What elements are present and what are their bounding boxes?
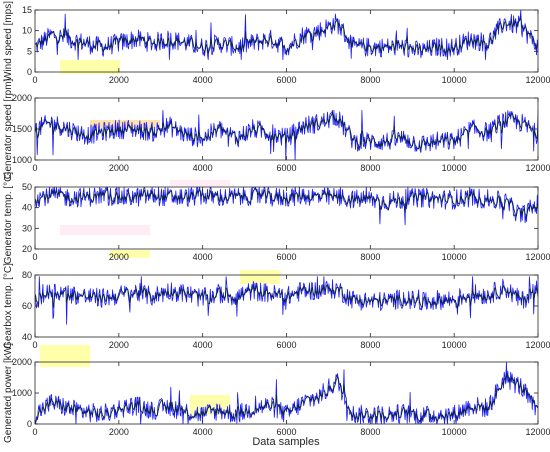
y-tick-label: 40 — [22, 203, 32, 213]
highlight-1 — [40, 345, 90, 367]
series-smoothed-panel-1 — [35, 15, 538, 55]
x-tick-label: 8000 — [360, 427, 380, 437]
x-tick-label: 10000 — [442, 427, 467, 437]
x-tick-label: 0 — [32, 427, 37, 437]
highlight-6 — [110, 250, 150, 258]
y-tick-label: 15 — [22, 5, 32, 15]
x-tick-label: 6000 — [276, 163, 296, 173]
y-tick-label: 30 — [22, 223, 32, 233]
x-tick-label: 12000 — [525, 163, 550, 173]
y-tick-label: 1000 — [12, 388, 32, 398]
y-axis-label-panel-4: Gearbox temp. [°C] — [3, 263, 14, 349]
plot-frame-panel-4 — [34, 274, 539, 338]
highlight-5 — [60, 225, 150, 235]
y-tick-label: 20 — [22, 244, 32, 254]
series-smoothed-panel-2 — [35, 112, 538, 150]
x-tick-label: 0 — [32, 163, 37, 173]
y-axis-label-panel-5: Generated power [kW] — [3, 343, 14, 443]
x-tick-label: 4000 — [193, 75, 213, 85]
x-tick-label: 0 — [32, 340, 37, 350]
x-tick-label: 4000 — [193, 252, 213, 262]
x-tick-label: 6000 — [276, 427, 296, 437]
series-measured-panel-3 — [35, 187, 538, 226]
x-tick-label: 6000 — [276, 340, 296, 350]
x-tick-label: 4000 — [193, 163, 213, 173]
y-tick-label: 0 — [27, 419, 32, 429]
x-tick-label: 12000 — [525, 252, 550, 262]
x-axis-label: Data samples — [252, 436, 320, 448]
y-tick-label: 2000 — [12, 93, 32, 103]
x-tick-label: 2000 — [109, 75, 129, 85]
x-tick-label: 12000 — [525, 75, 550, 85]
x-tick-label: 12000 — [525, 340, 550, 350]
y-tick-label: 60 — [22, 301, 32, 311]
y-tick-label: 0 — [27, 67, 32, 77]
x-tick-label: 2000 — [109, 340, 129, 350]
x-tick-label: 4000 — [193, 427, 213, 437]
y-tick-label: 5 — [27, 46, 32, 56]
x-tick-label: 6000 — [276, 252, 296, 262]
y-axis-label-panel-3: Generator temp. [°C] — [3, 172, 14, 265]
y-tick-label: 40 — [22, 332, 32, 342]
x-tick-label: 8000 — [360, 252, 380, 262]
highlight-0 — [60, 60, 120, 74]
highlight-4 — [240, 270, 280, 284]
y-tick-label: 2000 — [12, 357, 32, 367]
y-axis-label-panel-2: Generator speed [rpm] — [3, 78, 14, 179]
series-smoothed-panel-5 — [35, 372, 538, 423]
y-tick-label: 50 — [22, 182, 32, 192]
x-tick-label: 0 — [32, 75, 37, 85]
x-tick-label: 10000 — [442, 340, 467, 350]
highlight-7 — [170, 180, 230, 186]
x-tick-label: 6000 — [276, 75, 296, 85]
y-tick-label: 80 — [22, 270, 32, 280]
series-measured-panel-2 — [35, 110, 538, 160]
y-axis-label-panel-1: Wind speed [mps] — [3, 1, 14, 81]
series-smoothed-panel-4 — [35, 284, 538, 309]
x-tick-label: 2000 — [109, 427, 129, 437]
x-tick-label: 8000 — [360, 163, 380, 173]
x-tick-label: 10000 — [442, 75, 467, 85]
plot-frame-panel-2 — [34, 97, 539, 161]
x-tick-label: 2000 — [109, 252, 129, 262]
x-tick-label: 2000 — [109, 163, 129, 173]
x-tick-label: 8000 — [360, 340, 380, 350]
x-tick-label: 10000 — [442, 163, 467, 173]
x-tick-label: 4000 — [193, 340, 213, 350]
series-smoothed-panel-3 — [35, 188, 538, 218]
x-tick-label: 10000 — [442, 252, 467, 262]
x-tick-label: 8000 — [360, 75, 380, 85]
x-tick-label: 0 — [32, 252, 37, 262]
y-tick-label: 1500 — [12, 124, 32, 134]
y-tick-label: 1000 — [12, 155, 32, 165]
x-tick-label: 12000 — [525, 427, 550, 437]
y-tick-label: 10 — [22, 26, 32, 36]
